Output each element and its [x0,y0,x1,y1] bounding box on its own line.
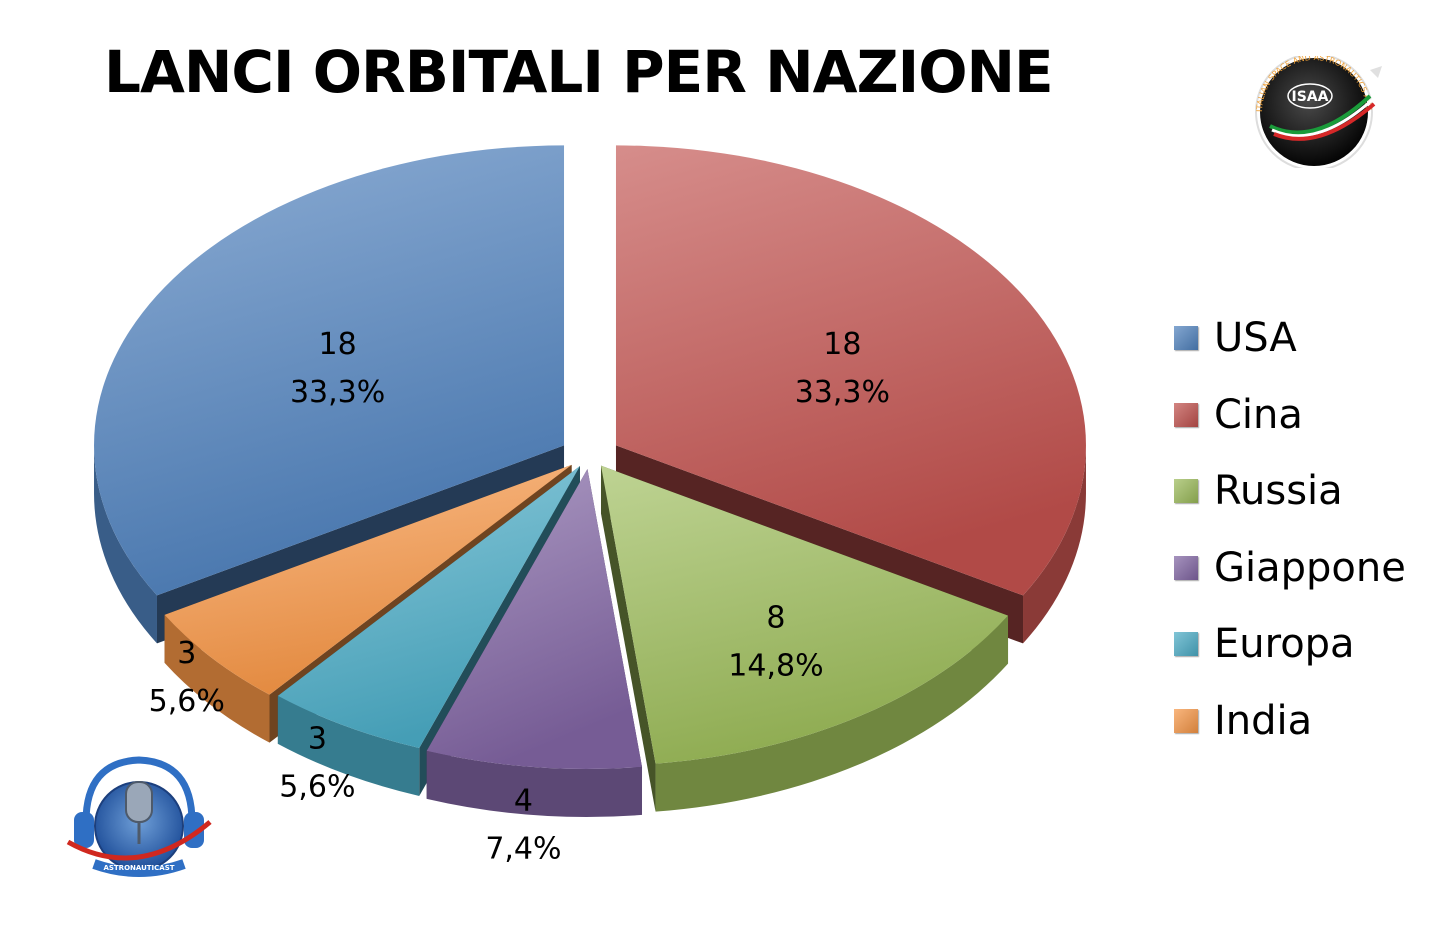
data-label-europa: 3 5,6% [279,721,355,804]
data-label-value: 18 [319,327,357,362]
data-label-percent: 14,8% [728,648,823,683]
slice-top-face [164,464,572,695]
legend-swatch [1174,555,1198,580]
legend-swatch [1174,708,1198,733]
slice-rim [426,750,643,817]
legend-item-europa: Europa [1174,606,1406,683]
slice-rim [164,614,270,743]
slice-top-face [615,145,1086,596]
data-label-india: 3 5,6% [149,636,225,719]
legend-label: USA [1214,315,1297,362]
legend-label: Russia [1214,468,1343,515]
slice-top-face [94,145,565,596]
data-label-percent: 7,4% [485,832,561,867]
legend-swatch [1174,402,1198,427]
isaa-logo: ITALIAN SPACE AND ASTRONAUTICS ASSOCIATI… [1230,56,1382,168]
legend-item-russia: Russia [1174,453,1406,530]
astronauticast-text: ASTRONAUTICAST [103,864,174,872]
data-label-percent: 5,6% [149,684,225,719]
data-label-value: 18 [823,327,861,362]
pie-slice-russia [600,465,1009,812]
legend-item-india: India [1174,683,1406,760]
legend-swatch [1174,326,1198,351]
data-label-percent: 33,3% [795,375,890,410]
data-label-cina: 18 33,3% [795,327,890,410]
legend-item-giappone: Giappone [1174,530,1406,607]
chart-legend: USA Cina Russia Giappone Europa India [1174,300,1406,759]
slice-top-face [600,465,1009,764]
legend-label: Cina [1214,391,1303,438]
slice-rim [655,615,1009,812]
legend-label: Giappone [1214,544,1406,591]
legend-swatch [1174,479,1198,504]
data-label-giappone: 4 7,4% [485,784,561,867]
legend-item-cina: Cina [1174,377,1406,454]
data-label-value: 3 [177,636,196,671]
legend-item-usa: USA [1174,300,1406,377]
slice-top-face [426,468,643,769]
legend-label: Europa [1214,621,1355,668]
chart-title: LANCI ORBITALI PER NAZIONE [104,38,1054,106]
slice-rim [1023,445,1086,644]
data-label-usa: 18 33,3% [290,327,385,410]
data-label-percent: 5,6% [279,769,355,804]
astronauticast-logo: ASTRONAUTICAST [66,756,212,877]
isaa-logo-text: ISAA [1292,89,1329,105]
pie-slice-giappone [426,468,643,817]
data-label-russia: 8 14,8% [728,600,823,683]
slice-top-face [277,466,580,748]
data-label-percent: 33,3% [290,375,385,410]
legend-swatch [1174,632,1198,657]
legend-label: India [1214,697,1313,744]
slice-side-face [600,465,656,812]
data-label-value: 3 [308,721,327,756]
slice-rim [94,445,157,644]
data-label-value: 4 [514,784,533,819]
slice-rim [277,695,420,796]
data-label-value: 8 [766,600,785,635]
